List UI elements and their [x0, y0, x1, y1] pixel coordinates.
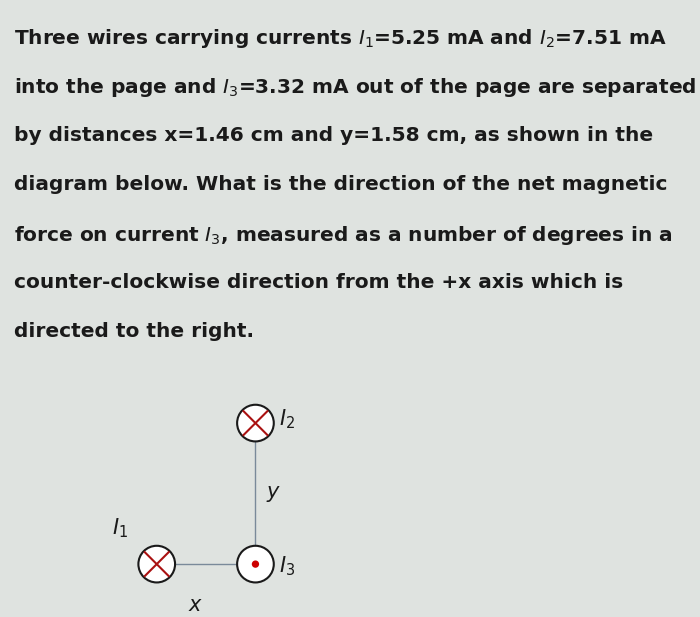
Text: force on current $\mathit{I}_{3}$, measured as a number of degrees in a: force on current $\mathit{I}_{3}$, measu… — [14, 224, 673, 247]
Text: diagram below. What is the direction of the net magnetic: diagram below. What is the direction of … — [14, 175, 668, 194]
Text: $\mathit{I}_2$: $\mathit{I}_2$ — [279, 408, 295, 431]
Circle shape — [237, 546, 274, 582]
Text: $\mathit{y}$: $\mathit{y}$ — [266, 484, 281, 503]
Text: $\mathit{x}$: $\mathit{x}$ — [188, 595, 203, 615]
Circle shape — [139, 546, 175, 582]
Circle shape — [252, 560, 259, 568]
Text: by distances x=1.46 cm and y=1.58 cm, as shown in the: by distances x=1.46 cm and y=1.58 cm, as… — [14, 125, 653, 144]
Text: Three wires carrying currents $\mathit{I}_{1}$=5.25 mA and $\mathit{I}_{2}$=7.51: Three wires carrying currents $\mathit{I… — [14, 27, 666, 50]
Text: counter-clockwise direction from the +x axis which is: counter-clockwise direction from the +x … — [14, 273, 623, 292]
Text: $\mathit{I}_1$: $\mathit{I}_1$ — [112, 517, 128, 540]
Text: directed to the right.: directed to the right. — [14, 322, 254, 341]
Text: $\mathit{I}_3$: $\mathit{I}_3$ — [279, 554, 295, 578]
Text: into the page and $\mathit{I}_{3}$=3.32 mA out of the page are separated: into the page and $\mathit{I}_{3}$=3.32 … — [14, 77, 696, 99]
Circle shape — [237, 405, 274, 441]
